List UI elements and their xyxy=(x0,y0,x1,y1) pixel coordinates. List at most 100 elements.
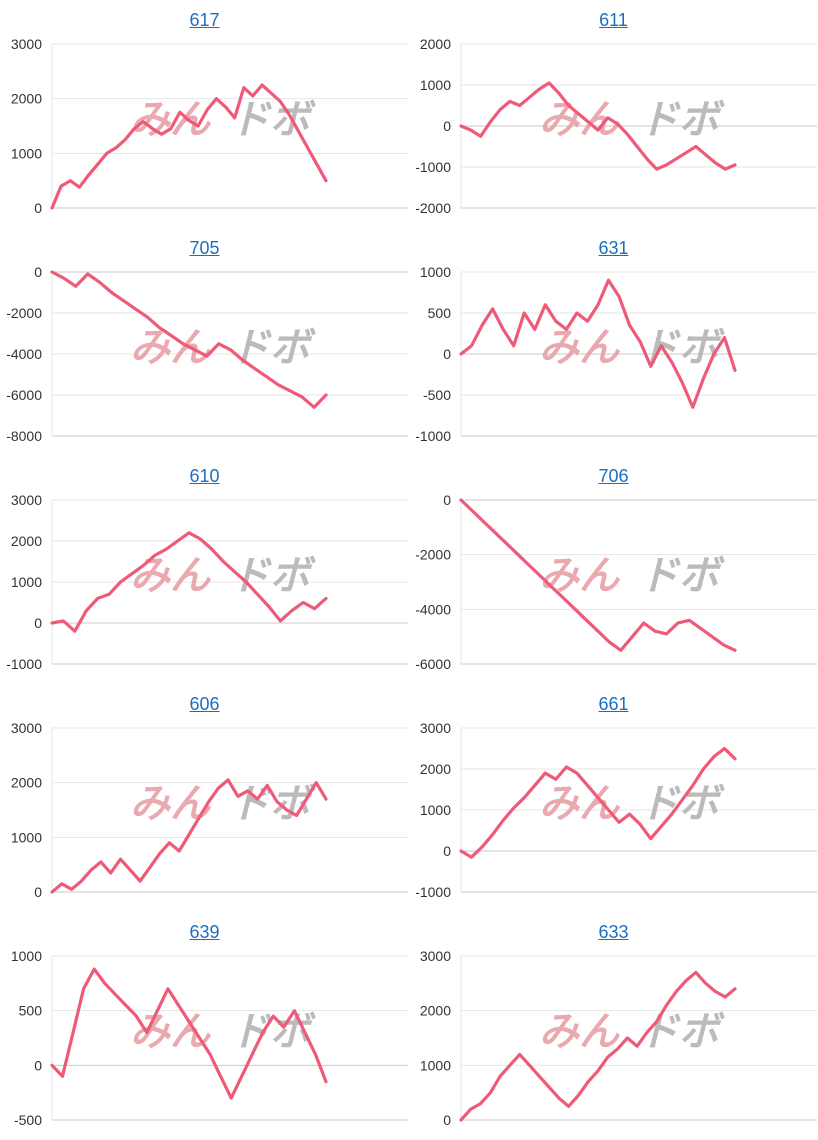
watermark-logo: みん ドボ xyxy=(539,782,725,826)
chart-panel-4: -1000 0 1000 2000 3000 みん ドボ 610 xyxy=(0,456,409,684)
chart-title-link[interactable]: 705 xyxy=(189,238,220,258)
y-tick-label: 3000 xyxy=(420,948,451,964)
series-line xyxy=(50,270,328,409)
chart-title-link[interactable]: 617 xyxy=(189,10,220,30)
series-line xyxy=(50,967,328,1100)
y-tick-label: 1000 xyxy=(11,145,42,161)
chart-title: 611 xyxy=(409,10,818,31)
y-tick-label: 1000 xyxy=(11,829,42,845)
y-tick-label: -1000 xyxy=(415,428,451,444)
chart-title-link[interactable]: 706 xyxy=(598,466,629,486)
y-tick-label: 0 xyxy=(443,346,451,362)
y-tick-label: 2000 xyxy=(420,1003,451,1019)
watermark-logo: みん ドボ xyxy=(130,554,316,598)
chart-svg-0: 0 1000 2000 3000 みん ドボ xyxy=(11,36,408,216)
svg-text:ドボ: ドボ xyxy=(230,98,316,142)
chart-panel-5: -6000 -4000 -2000 0 みん ドボ 706 xyxy=(409,456,818,684)
y-tick-label: 1000 xyxy=(420,802,451,818)
chart-title-link[interactable]: 631 xyxy=(598,238,629,258)
y-tick-label: -2000 xyxy=(6,305,42,321)
chart-svg-8: -500 0 500 1000 みん ドボ xyxy=(11,948,408,1128)
y-tick-label: -500 xyxy=(14,1112,42,1128)
svg-text:みん: みん xyxy=(130,1010,212,1054)
y-tick-label: 500 xyxy=(19,1003,43,1019)
y-tick-label: -6000 xyxy=(6,387,42,403)
y-tick-label: 0 xyxy=(34,884,42,900)
y-tick-label: -2000 xyxy=(415,547,451,563)
svg-text:みん: みん xyxy=(539,1010,621,1054)
chart-title: 706 xyxy=(409,466,818,487)
watermark-logo: みん ドボ xyxy=(539,98,725,142)
svg-text:ドボ: ドボ xyxy=(639,554,725,598)
y-tick-label: -1000 xyxy=(415,159,451,175)
y-tick-label: 1000 xyxy=(420,264,451,280)
svg-text:みん: みん xyxy=(130,326,212,370)
y-tick-label: 1000 xyxy=(420,77,451,93)
watermark-logo: みん ドボ xyxy=(539,1010,725,1054)
chart-title-link[interactable]: 661 xyxy=(598,694,629,714)
svg-text:ドボ: ドボ xyxy=(230,554,316,598)
y-tick-label: -1000 xyxy=(6,656,42,672)
chart-title-link[interactable]: 606 xyxy=(189,694,220,714)
y-tick-label: 2000 xyxy=(11,533,42,549)
y-tick-label: 1000 xyxy=(420,1057,451,1073)
y-tick-label: 1000 xyxy=(11,574,42,590)
y-tick-label: 3000 xyxy=(11,36,42,52)
watermark-logo: みん ドボ xyxy=(539,554,725,598)
svg-text:みん: みん xyxy=(130,98,212,142)
chart-svg-5: -6000 -4000 -2000 0 みん ドボ xyxy=(415,492,817,672)
y-tick-label: -1000 xyxy=(415,884,451,900)
chart-panel-8: -500 0 500 1000 みん ドボ 639 xyxy=(0,912,409,1140)
chart-panel-1: -2000 -1000 0 1000 2000 みん ドボ 611 xyxy=(409,0,818,228)
series-line xyxy=(459,81,737,171)
chart-panel-6: 0 1000 2000 3000 みん ドボ 606 xyxy=(0,684,409,912)
y-tick-label: 2000 xyxy=(11,775,42,791)
series-line xyxy=(50,778,328,894)
y-tick-label: 3000 xyxy=(11,492,42,508)
chart-title: 610 xyxy=(0,466,409,487)
y-tick-label: -4000 xyxy=(415,601,451,617)
chart-svg-1: -2000 -1000 0 1000 2000 みん ドボ xyxy=(415,36,817,216)
chart-title: 633 xyxy=(409,922,818,943)
y-tick-label: 2000 xyxy=(420,761,451,777)
chart-title-link[interactable]: 610 xyxy=(189,466,220,486)
y-tick-label: 0 xyxy=(443,843,451,859)
svg-text:みん: みん xyxy=(539,554,621,598)
svg-text:ドボ: ドボ xyxy=(230,326,316,370)
series-line xyxy=(459,746,737,859)
y-tick-label: 3000 xyxy=(11,720,42,736)
chart-svg-3: -1000 -500 0 500 1000 みん ドボ xyxy=(415,264,817,444)
series-line xyxy=(459,498,737,652)
y-tick-label: 0 xyxy=(443,1112,451,1128)
chart-title: 631 xyxy=(409,238,818,259)
chart-title-link[interactable]: 611 xyxy=(599,10,628,30)
chart-svg-6: 0 1000 2000 3000 みん ドボ xyxy=(11,720,408,900)
svg-text:みん: みん xyxy=(539,326,621,370)
series-line xyxy=(459,970,737,1122)
chart-title-link[interactable]: 639 xyxy=(189,922,220,942)
watermark-logo: みん ドボ xyxy=(539,326,725,370)
watermark-logo: みん ドボ xyxy=(130,326,316,370)
chart-panel-2: -8000 -6000 -4000 -2000 0 みん ドボ 705 xyxy=(0,228,409,456)
y-tick-label: 2000 xyxy=(420,36,451,52)
y-tick-label: 0 xyxy=(34,200,42,216)
svg-text:みん: みん xyxy=(539,782,621,826)
svg-text:ドボ: ドボ xyxy=(639,1010,725,1054)
y-tick-label: 0 xyxy=(34,264,42,280)
chart-title: 661 xyxy=(409,694,818,715)
series-line xyxy=(50,83,328,210)
y-tick-label: -6000 xyxy=(415,656,451,672)
y-tick-label: -4000 xyxy=(6,346,42,362)
chart-svg-7: -1000 0 1000 2000 3000 みん ドボ xyxy=(415,720,817,900)
chart-title-link[interactable]: 633 xyxy=(598,922,629,942)
chart-svg-4: -1000 0 1000 2000 3000 みん ドボ xyxy=(6,492,408,672)
y-tick-label: 0 xyxy=(443,492,451,508)
y-tick-label: 3000 xyxy=(420,720,451,736)
svg-text:ドボ: ドボ xyxy=(639,782,725,826)
y-tick-label: -8000 xyxy=(6,428,42,444)
chart-title: 617 xyxy=(0,10,409,31)
y-tick-label: 2000 xyxy=(11,91,42,107)
chart-panel-9: 0 1000 2000 3000 みん ドボ 633 xyxy=(409,912,818,1140)
y-tick-label: -2000 xyxy=(415,200,451,216)
chart-panel-3: -1000 -500 0 500 1000 みん ドボ 631 xyxy=(409,228,818,456)
